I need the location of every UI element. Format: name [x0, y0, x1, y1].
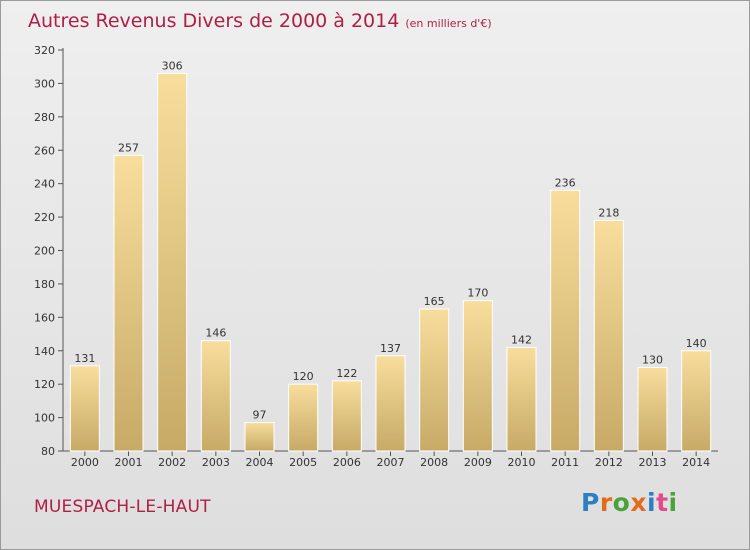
logo-letter: P: [581, 488, 600, 517]
bar-2013: [637, 366, 668, 452]
value-label: 165: [424, 295, 445, 308]
x-tick-label: 2012: [595, 456, 623, 469]
bar-2002: [157, 72, 188, 452]
value-label: 140: [686, 337, 707, 350]
x-tick-label: 2007: [377, 456, 405, 469]
logo-letter: o: [612, 488, 631, 517]
x-tick-label: 2003: [202, 456, 230, 469]
x-tick-label: 2000: [71, 456, 99, 469]
logo-letter: t: [656, 488, 669, 517]
x-tick-label: 2006: [333, 456, 361, 469]
bar-2003: [200, 340, 231, 452]
bars: [69, 72, 712, 452]
logo-letter: r: [599, 488, 613, 517]
y-tick-label: 80: [41, 445, 55, 458]
y-tick-label: 200: [34, 245, 55, 258]
y-tick-label: 220: [34, 211, 55, 224]
bar-2001: [113, 154, 144, 452]
bar-2004: [244, 422, 275, 452]
bar-2007: [375, 355, 406, 452]
x-tick-label: 2014: [682, 456, 710, 469]
value-label: 97: [253, 409, 267, 422]
chart-unit: (en milliers d'€): [405, 17, 492, 30]
value-label: 306: [162, 59, 183, 72]
bar-2014: [681, 350, 712, 452]
x-tick-label: 2005: [289, 456, 317, 469]
logo-letter: i: [668, 488, 678, 517]
x-tick-label: 2004: [246, 456, 274, 469]
bar-2008: [419, 308, 450, 452]
value-label: 120: [293, 370, 314, 383]
y-tick-label: 140: [34, 345, 55, 358]
y-tick-label: 320: [34, 44, 55, 57]
value-label: 131: [74, 352, 95, 365]
value-label: 257: [118, 141, 139, 154]
place-name: MUESPACH-LE-HAUT: [34, 497, 211, 517]
x-tick-label: 2009: [464, 456, 492, 469]
value-label: 218: [598, 206, 619, 219]
x-tick-label: 2008: [420, 456, 448, 469]
y-tick-label: 300: [34, 77, 55, 90]
bar-2000: [69, 365, 100, 452]
bar-2012: [593, 219, 624, 452]
y-tick-label: 120: [34, 378, 55, 391]
y-tick-label: 280: [34, 111, 55, 124]
bar-2010: [506, 346, 537, 452]
value-label: 142: [511, 333, 532, 346]
bar-2006: [331, 380, 362, 452]
value-label: 236: [555, 176, 576, 189]
value-label: 146: [205, 327, 226, 340]
y-tick-label: 100: [34, 412, 55, 425]
value-label: 122: [336, 367, 357, 380]
value-labels: 131 257 306 146 97 120 122 137 165 170 142 236 218 13…: [74, 59, 706, 421]
x-tick-label: 2001: [115, 456, 143, 469]
x-tick-label: 2010: [508, 456, 536, 469]
y-tick-label: 260: [34, 144, 55, 157]
axes: 80 100 120 140 160 180 200 220 240 260 280 300 320 20…: [34, 44, 718, 469]
proxiti-logo[interactable]: Proxiti: [581, 488, 678, 517]
value-label: 170: [467, 287, 488, 300]
logo-letter: x: [630, 488, 647, 517]
value-label: 130: [642, 353, 663, 366]
chart-title-text: Autres Revenus Divers de 2000 à 2014: [28, 10, 400, 32]
x-tick-label: 2002: [158, 456, 186, 469]
logo-letter: i: [647, 488, 657, 517]
bar-2011: [550, 189, 581, 452]
y-tick-label: 180: [34, 278, 55, 291]
bar-2005: [288, 383, 319, 452]
y-tick-label: 240: [34, 178, 55, 191]
x-tick-label: 2011: [551, 456, 579, 469]
value-label: 137: [380, 342, 401, 355]
x-tick-label: 2013: [639, 456, 667, 469]
chart-title: Autres Revenus Divers de 2000 à 2014 (en …: [28, 10, 492, 32]
y-tick-label: 160: [34, 311, 55, 324]
bar-2009: [462, 300, 493, 452]
